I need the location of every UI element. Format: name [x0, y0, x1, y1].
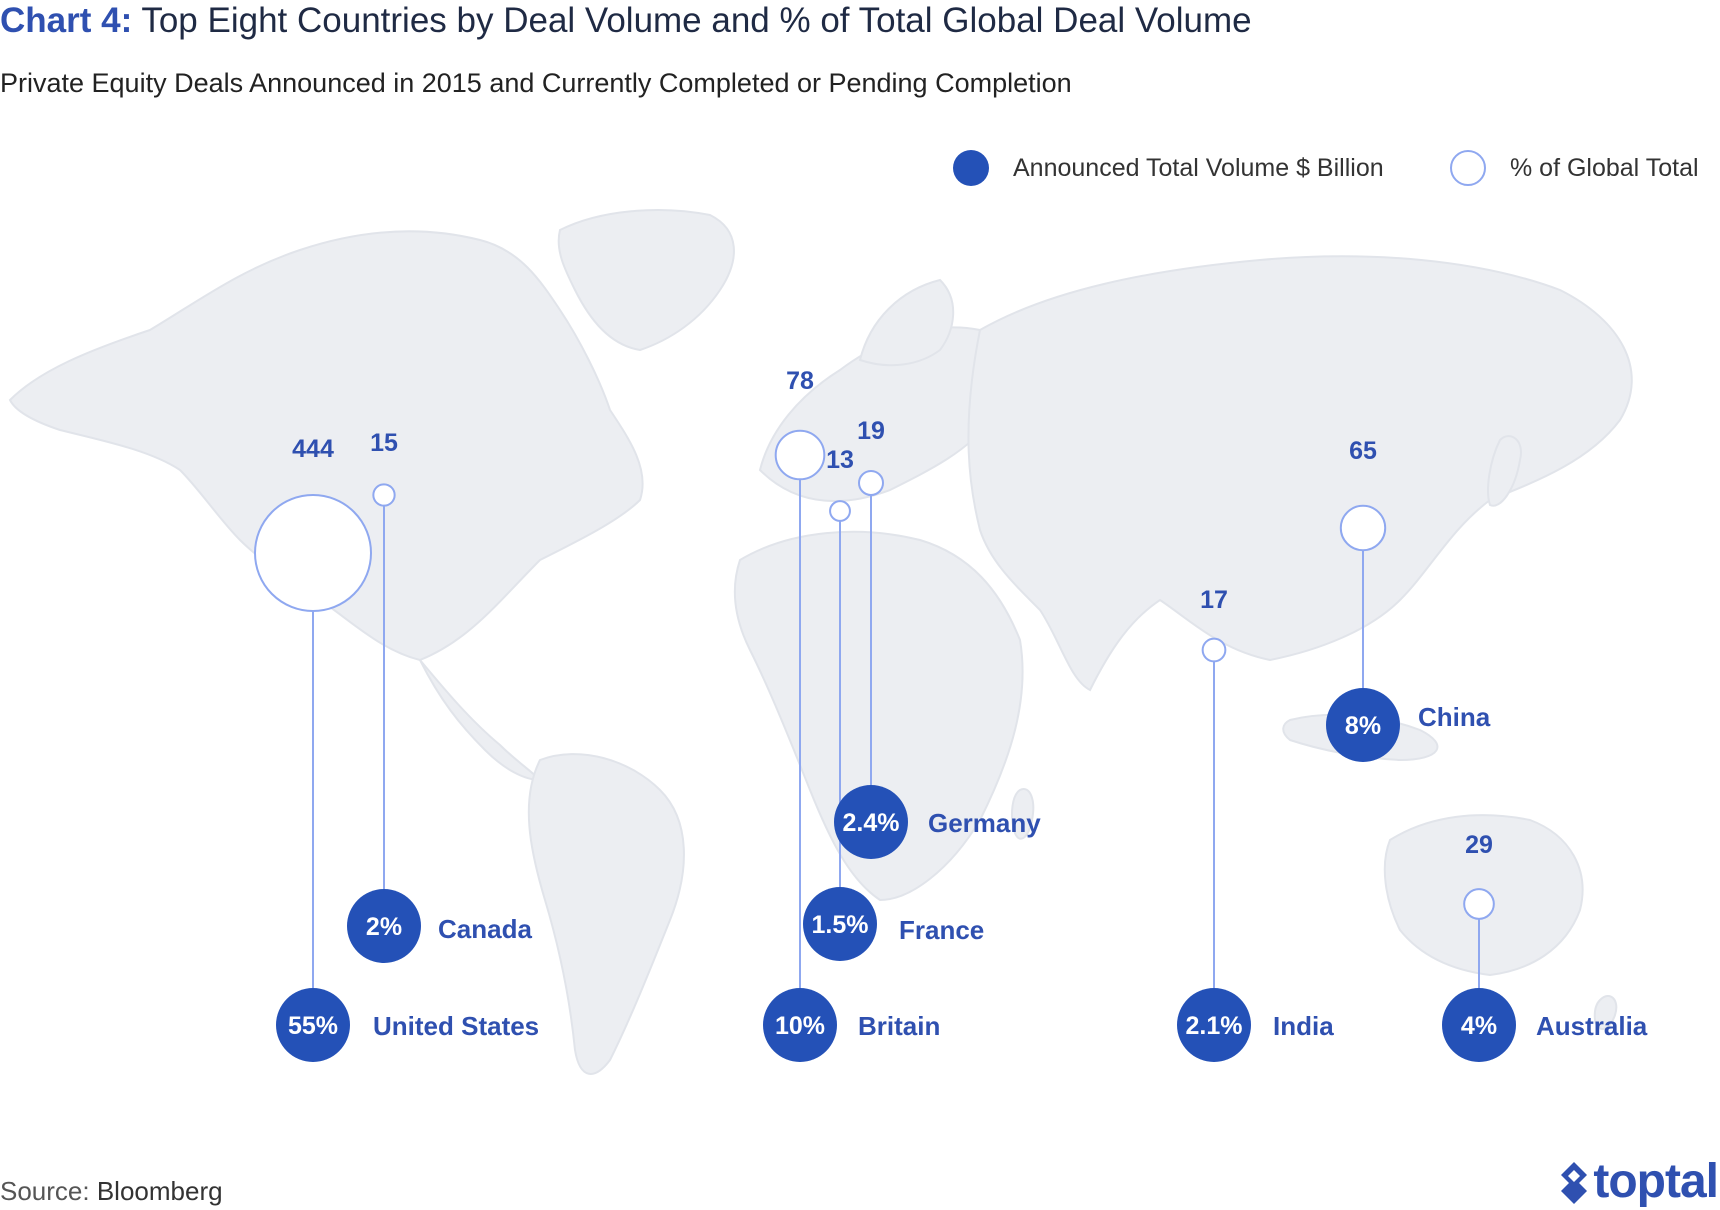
volume-bubble-britain	[774, 429, 826, 481]
percent-badge-china	[1326, 688, 1400, 762]
map-north-america	[8, 230, 644, 662]
legend-label-volume: Announced Total Volume $ Billion	[1013, 153, 1384, 182]
volume-label-india: 17	[1200, 586, 1228, 614]
world-map-background	[8, 209, 1633, 1075]
country-label-canada: Canada	[438, 914, 532, 944]
source-note: Source: Bloomberg	[0, 1177, 223, 1205]
country-label-india: India	[1273, 1011, 1334, 1041]
filled-circle-icon	[953, 150, 989, 186]
map-africa	[733, 530, 1024, 902]
map-scandinavia	[858, 278, 955, 367]
percent-label-india: 2.1%	[1186, 1012, 1243, 1040]
country-label-australia: Australia	[1536, 1011, 1648, 1041]
volume-label-united-states: 444	[292, 435, 334, 463]
source-value: Bloomberg	[89, 1176, 223, 1206]
country-label-britain: Britain	[858, 1011, 940, 1041]
chart-title: Chart 4: Top Eight Countries by Deal Vol…	[0, 0, 1252, 42]
country-label-united-states: United States	[373, 1011, 539, 1041]
legend-label-percent: % of Global Total	[1510, 153, 1699, 182]
percent-badge-canada	[347, 889, 421, 963]
percent-badge-australia	[1442, 988, 1516, 1062]
country-label-germany: Germany	[928, 808, 1041, 838]
percent-label-china: 8%	[1345, 712, 1381, 740]
volume-label-china: 65	[1349, 437, 1377, 465]
toptal-logo-icon	[1561, 1162, 1588, 1204]
percent-label-australia: 4%	[1461, 1012, 1497, 1040]
volume-bubble-germany	[858, 470, 884, 496]
map-south-america	[527, 753, 685, 1075]
percent-label-britain: 10%	[775, 1012, 825, 1040]
percent-badge-germany	[834, 785, 908, 859]
country-markers: 444 55% United States 15 2% Canada 78 10% Britai…	[254, 367, 1648, 1062]
percent-label-germany: 2.4%	[843, 809, 900, 837]
percent-badge-united-states	[276, 988, 350, 1062]
map-greenland	[557, 209, 735, 352]
toptal-logo: toptal	[1557, 1155, 1719, 1208]
hollow-circle-icon	[1450, 150, 1486, 186]
percent-badge-britain	[763, 988, 837, 1062]
toptal-logo-text: toptal	[1593, 1155, 1719, 1208]
map-japan	[1487, 435, 1522, 507]
percent-badge-india	[1177, 988, 1251, 1062]
percent-label-france: 1.5%	[812, 911, 869, 939]
chart-subtitle: Private Equity Deals Announced in 2015 a…	[0, 68, 1072, 98]
chart-title-text: Top Eight Countries by Deal Volume and %…	[132, 1, 1252, 40]
map-asia	[967, 255, 1633, 692]
volume-bubble-canada	[372, 483, 396, 507]
volume-bubble-france	[829, 500, 851, 522]
volume-label-france: 13	[826, 446, 854, 474]
percent-badge-france	[803, 887, 877, 961]
volume-label-britain: 78	[786, 367, 814, 395]
percent-label-united-states: 55%	[288, 1012, 338, 1040]
source-label: Source:	[0, 1176, 90, 1206]
map-central-america	[419, 659, 543, 782]
volume-label-germany: 19	[857, 417, 885, 445]
legend-item-volume: Announced Total Volume $ Billion	[953, 150, 1384, 186]
volume-bubble-united-states	[254, 494, 372, 612]
map-madagascar	[1011, 788, 1035, 840]
country-label-china: China	[1418, 702, 1491, 732]
percent-label-canada: 2%	[366, 913, 402, 941]
volume-label-australia: 29	[1465, 831, 1493, 859]
map-new-zealand	[1593, 995, 1618, 1030]
volume-bubble-australia	[1463, 888, 1495, 920]
legend-item-percent: % of Global Total	[1450, 150, 1699, 186]
volume-label-canada: 15	[370, 429, 398, 457]
country-label-france: France	[899, 915, 984, 945]
volume-bubble-india	[1201, 637, 1227, 663]
chart-number: Chart 4:	[0, 1, 133, 40]
volume-bubble-china	[1339, 504, 1387, 552]
